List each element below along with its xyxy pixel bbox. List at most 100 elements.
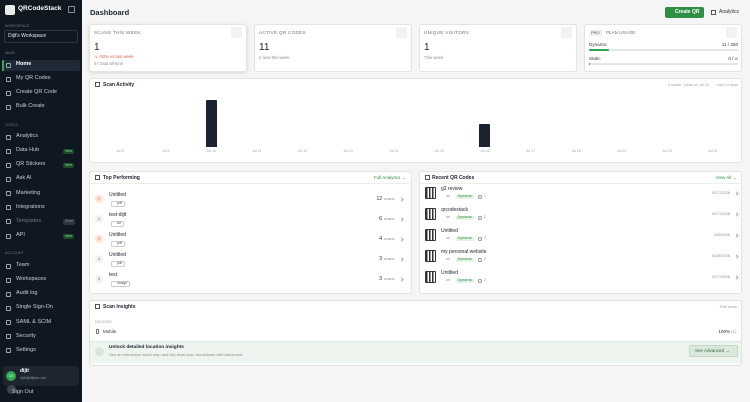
brand-name: QRCodeStack [18, 5, 62, 12]
chart-card [89, 78, 742, 163]
qr-date: 6/17/2026 [712, 211, 730, 216]
qr-date: 6/5/2026 [714, 232, 730, 237]
nav-item[interactable]: Single Sign-On [16, 304, 53, 311]
usage-value: 0 / ∞ [728, 56, 738, 61]
top-header-line [89, 183, 412, 184]
qr-name[interactable]: Untitled [109, 192, 126, 198]
nav-item[interactable]: Templates [16, 217, 42, 224]
banner-subtitle: See an interactive world map and city-le… [109, 352, 243, 357]
qr-name[interactable]: Untitled [109, 252, 126, 258]
banner-icon [95, 347, 104, 356]
qr-thumbnail [425, 229, 436, 241]
qr-status: Dynamic [456, 257, 474, 263]
x-tick-label: Jul 17 [525, 149, 536, 153]
nav-icon [6, 90, 11, 96]
usage-label: Static [589, 56, 601, 61]
recent-link[interactable]: View All → [715, 175, 737, 180]
usage-value: 11 / 250 [721, 42, 738, 47]
workspace-label: WORKSPACE [5, 24, 30, 28]
qr-name[interactable]: test [109, 272, 118, 278]
scan-icon [478, 237, 482, 241]
nav-item[interactable]: SAML & SCIM [16, 318, 52, 325]
stat-icon [396, 27, 407, 38]
qr-name[interactable]: my personal website [441, 249, 487, 255]
bar [479, 123, 491, 147]
section-title: MAIN [5, 51, 15, 55]
top-card [89, 171, 412, 294]
nav-item[interactable]: Bulk Create [16, 103, 45, 110]
qr-name[interactable]: test-dijit [109, 212, 127, 218]
qr-name[interactable]: g2 review [441, 186, 463, 192]
scan-icon [478, 195, 482, 199]
nav-item[interactable]: Workspaces [16, 276, 47, 283]
x-tick-label: Jul 19 [616, 149, 627, 153]
user-name: dijit [20, 368, 29, 374]
workspace-name: Dijit's Workspace [8, 33, 47, 39]
qr-type: url [446, 236, 451, 240]
qr-name[interactable]: Untitled [441, 228, 458, 234]
stat-note: 57 total all-time [94, 61, 124, 66]
stat-label: ACTIVE QR CODES [259, 30, 306, 35]
nav-item[interactable]: QR Stickers [16, 161, 46, 168]
nav-item[interactable]: Home [16, 61, 32, 67]
bar [205, 100, 217, 147]
nav-icon [6, 62, 11, 68]
chart-title: Scan Activity [103, 82, 135, 88]
active-item [2, 59, 80, 71]
nav-item[interactable]: Marketing [16, 189, 41, 196]
nav-item[interactable]: Audit log [16, 290, 38, 297]
nav-item[interactable]: Analytics [16, 133, 39, 139]
nav-item[interactable]: Create QR Code [16, 89, 57, 96]
qr-date: 5/28/2026 [712, 253, 730, 258]
nav-icon [6, 263, 11, 269]
nav-icon [6, 191, 11, 197]
device-icon [96, 329, 99, 334]
qr-status: Dynamic [456, 236, 474, 242]
collapse-icon[interactable] [68, 6, 75, 13]
x-tick-label: Jul 21 [708, 149, 718, 153]
nav-item[interactable]: Ask AI [16, 175, 32, 182]
banner-button[interactable] [689, 345, 738, 357]
scan-unit: scans [384, 196, 395, 201]
analytics-button[interactable]: Analytics [719, 9, 740, 15]
workspace-select[interactable] [4, 30, 78, 43]
plan-badge: PRO [589, 30, 602, 36]
top-link[interactable]: Full Analytics → [373, 175, 406, 180]
nav-item[interactable]: Settings [16, 346, 36, 353]
scan-unit: scans [384, 216, 395, 221]
nav-item[interactable]: Security [16, 332, 36, 339]
nav-icon [6, 176, 11, 182]
qr-thumbnail [425, 250, 436, 262]
stat-value: 11 [259, 42, 270, 53]
nav-item[interactable]: API [16, 232, 25, 239]
usage-fill [589, 63, 590, 65]
rank: 4 [97, 256, 101, 261]
rank: 5 [97, 276, 101, 281]
stat-change: ↘ -50% vs last week [94, 54, 134, 59]
qr-date: 6/17/2026 [712, 190, 730, 195]
qr-name[interactable]: Untitled [109, 232, 126, 238]
stat-icon [231, 27, 242, 38]
rank-badge [95, 195, 103, 203]
sign-out[interactable]: Sign Out [12, 389, 34, 395]
nav-icon [6, 219, 11, 225]
nav-item[interactable]: Team [16, 262, 30, 268]
logo-icon [5, 5, 15, 15]
qr-type: pdf [111, 240, 125, 248]
nav-item[interactable]: My QR Codes [16, 75, 51, 82]
stat-note: This week [424, 55, 444, 60]
qr-name[interactable]: Untitled [441, 270, 458, 276]
create-button[interactable] [665, 7, 704, 18]
usage-label: Dynamic [589, 42, 607, 47]
qr-type: url [446, 278, 451, 282]
qr-type: pdf [111, 260, 125, 268]
nav-icon [6, 76, 11, 82]
scan-count: 12 [376, 195, 382, 202]
qr-status: Dynamic [456, 215, 474, 221]
nav-item[interactable]: Integrations [16, 203, 45, 210]
rank: 2 [97, 216, 101, 221]
qr-type: pdf [111, 200, 125, 208]
qr-name[interactable]: qrcodestack [441, 207, 468, 213]
nav-item[interactable]: Data Hub [16, 147, 40, 154]
rank: 1 [97, 196, 101, 201]
